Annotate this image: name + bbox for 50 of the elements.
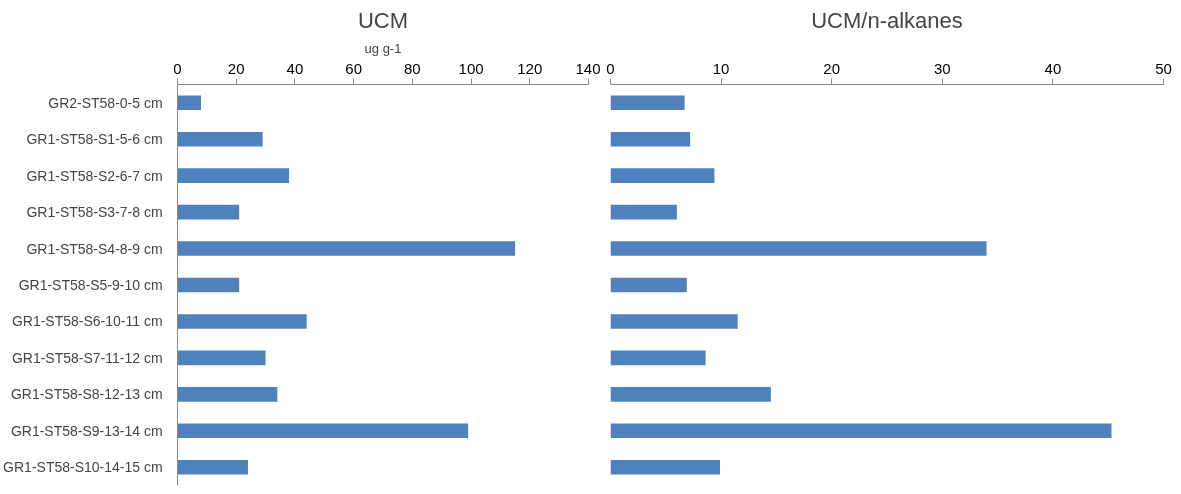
y-tick-label: GR1-ST58-S1-5-6 cm <box>26 131 163 148</box>
bar <box>610 168 715 183</box>
y-tick-label: GR1-ST58-S3-7-8 cm <box>26 204 163 221</box>
x-tick-label: 80 <box>404 59 421 77</box>
x-tick-label: 20 <box>227 59 245 77</box>
bar <box>610 131 691 147</box>
x-tick-label: 120 <box>517 59 543 77</box>
x-tick-label: 20 <box>823 59 841 77</box>
bar <box>610 95 685 111</box>
x-tick-label: 0 <box>173 59 182 77</box>
bar <box>177 459 248 475</box>
x-tick-label: 40 <box>286 59 304 77</box>
y-tick-label: GR1-ST58-S6-10-11 cm <box>11 313 163 330</box>
y-tick-label: GR1-ST58-S5-9-10 cm <box>18 277 163 293</box>
bar <box>177 277 240 293</box>
bar <box>177 241 516 256</box>
bar <box>177 387 278 402</box>
x-tick-label: 0 <box>606 59 615 77</box>
x-tick-label: 40 <box>1044 59 1062 77</box>
bar <box>610 459 720 475</box>
y-tick-label: GR1-ST58-S7-11-12 cm <box>11 349 163 366</box>
x-tick-label: 100 <box>458 59 484 77</box>
bar <box>177 350 266 366</box>
bar <box>610 277 687 293</box>
x-tick-label: 50 <box>1155 59 1172 77</box>
bar <box>177 131 263 147</box>
chart-title: UCM/n-alkanes <box>811 7 963 33</box>
bar <box>610 241 987 256</box>
bar <box>610 204 677 220</box>
bar <box>177 314 307 329</box>
bar <box>177 423 469 439</box>
bar <box>610 350 706 366</box>
x-tick-label: 10 <box>712 59 730 77</box>
chart-title: UCM <box>357 7 409 33</box>
y-tick-label: GR1-ST58-S10-14-15 cm <box>3 459 163 476</box>
x-tick-label: 60 <box>345 59 362 77</box>
y-tick-label: GR1-ST58-S4-8-9 cm <box>26 240 163 257</box>
x-tick-label: 30 <box>933 59 951 77</box>
bar <box>177 204 240 220</box>
bar <box>610 387 771 402</box>
y-tick-label: GR1-ST58-S2-6-7 cm <box>26 167 163 184</box>
bar <box>610 423 1112 439</box>
y-tick-label: GR1-ST58-S9-13-14 cm <box>10 422 163 439</box>
y-tick-label: GR1-ST58-S8-12-13 cm <box>10 386 163 403</box>
x-axis-title: ug g-1 <box>364 40 402 56</box>
y-tick-label: GR2-ST58-0-5 cm <box>48 94 163 111</box>
bar <box>610 314 738 329</box>
bar <box>177 95 201 111</box>
bar <box>177 168 290 183</box>
x-tick-label: 140 <box>575 59 601 77</box>
